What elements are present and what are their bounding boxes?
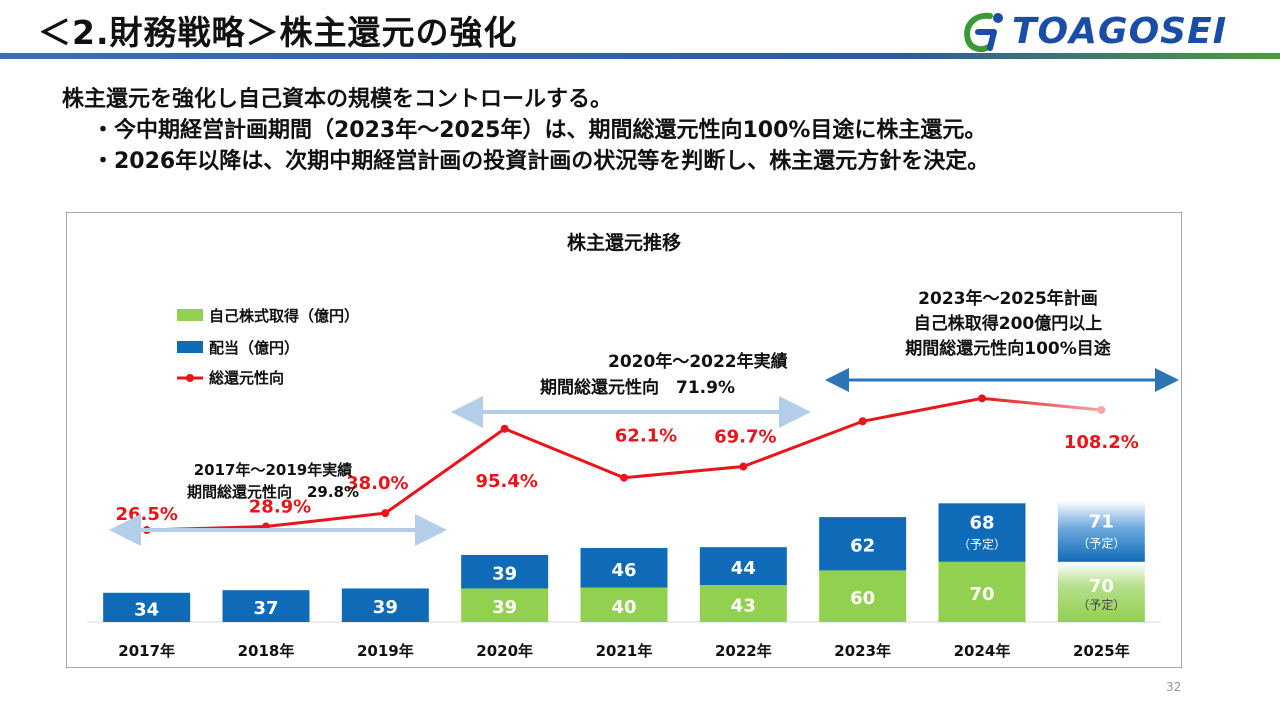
x-tick-label: 2023年	[834, 642, 891, 660]
data-label-ratio: 62.1%	[615, 426, 677, 447]
ratio-point	[500, 424, 509, 433]
title-rule	[0, 53, 1280, 59]
data-label-buyback: 39	[492, 597, 517, 618]
company-logo: TOAGOSEI	[960, 8, 1270, 54]
data-label-buyback: 60	[850, 588, 875, 609]
data-label-ratio: 26.5%	[115, 504, 177, 525]
data-label-dividend: 46	[611, 560, 636, 581]
bullet-line-1: 株主還元を強化し自己資本の規模をコントロールする。	[62, 87, 613, 112]
bar-buyback	[580, 587, 668, 622]
page-title: ＜2.財務戦略＞株主還元の強化	[38, 13, 518, 52]
data-label-ratio: 108.2%	[1064, 432, 1139, 453]
bar-dividend	[580, 548, 668, 588]
ratio-point	[978, 394, 986, 403]
ratio-line-forecast	[981, 396, 1102, 412]
bullet-line-3: ・2026年以降は、次期中期経営計画の投資計画の状況等を判断し、株主還元方針を決…	[92, 149, 990, 174]
period-label-2023-2025: 期間総還元性向100%目途	[905, 338, 1112, 359]
data-label-buyback: 40	[611, 597, 636, 618]
bar-buyback	[699, 585, 787, 622]
forecast-note-buyback: （予定）	[1077, 597, 1125, 612]
bar-dividend	[341, 588, 429, 622]
legend-swatch-buyback	[177, 309, 203, 321]
x-tick-label: 2021年	[596, 642, 653, 660]
x-tick-label: 2019年	[357, 642, 414, 660]
period-label-2017-2019: 期間総還元性向 29.8%	[187, 483, 359, 501]
data-label-ratio: 95.4%	[475, 471, 537, 492]
data-label-ratio: 69.7%	[714, 427, 776, 448]
data-label-buyback: 70	[1089, 576, 1114, 597]
data-label-dividend: 39	[492, 564, 517, 585]
forecast-note-dividend: （予定）	[1077, 535, 1125, 550]
x-tick-label: 2018年	[238, 642, 295, 660]
period-label-2023-2025: 2023年～2025年計画	[918, 288, 1098, 309]
bar-dividend	[699, 547, 787, 586]
x-tick-label: 2017年	[118, 642, 175, 660]
ratio-point	[858, 417, 867, 426]
forecast-note-dividend: （予定）	[958, 537, 1006, 552]
bar-buyback	[461, 588, 549, 622]
ratio-point	[381, 509, 390, 518]
ratio-point	[739, 462, 748, 471]
data-label-ratio: 116.1%	[945, 422, 1020, 443]
summary-bullets: 株主還元を強化し自己資本の規模をコントロールする。 ・今中期経営計画期間（202…	[62, 84, 989, 177]
data-label-ratio: 28.9%	[249, 497, 311, 518]
chart-title: 株主還元推移	[567, 231, 681, 254]
legend-marker-ratio	[186, 374, 194, 382]
bullet-line-2: ・今中期経営計画期間（2023年～2025年）は、期間総還元性向100%目途に株…	[92, 118, 987, 143]
bar-dividend	[103, 592, 191, 622]
period-label-2023-2025: 自己株取得200億円以上	[914, 313, 1103, 334]
legend-label-dividend: 配当（億円）	[209, 339, 299, 357]
period-label-2017-2019: 2017年～2019年実績	[194, 461, 353, 479]
legend-label-buyback: 自己株式取得（億円）	[209, 307, 359, 325]
page-number: 32	[1166, 680, 1182, 694]
logo-mark-icon	[964, 12, 1003, 53]
data-label-buyback: 70	[969, 584, 994, 605]
data-label-dividend: 34	[134, 599, 159, 620]
data-label-dividend: 68	[969, 513, 994, 534]
data-label-dividend: 37	[253, 598, 278, 619]
period-label-2020-2022: 2020年～2022年実績	[608, 351, 788, 372]
ratio-point	[620, 473, 628, 482]
bar-dividend	[819, 517, 907, 571]
data-label-dividend: 62	[850, 536, 875, 557]
data-label-dividend: 39	[373, 597, 398, 618]
data-label-ratio: 38.0%	[346, 473, 408, 494]
bar-dividend	[938, 503, 1026, 562]
bar-dividend	[461, 554, 549, 589]
legend-swatch-dividend	[177, 341, 203, 353]
data-label-dividend: 71	[1089, 511, 1114, 532]
x-tick-label: 2020年	[476, 642, 533, 660]
bar-dividend	[222, 590, 310, 622]
logo-text: TOAGOSEI	[1012, 10, 1228, 52]
bar-dividend	[1057, 500, 1145, 562]
period-label-2020-2022: 期間総還元性向 71.9%	[540, 377, 735, 398]
shareholder-return-chart: 株主還元推移 2017年 34 2018年 37 2019年 39 2020年 39 39 2021…	[87, 231, 1179, 660]
x-tick-label: 2025年	[1073, 642, 1130, 660]
legend-label-ratio: 総還元性向	[209, 369, 284, 387]
bar-buyback	[938, 561, 1026, 622]
chart-container: 株主還元推移 2017年 34 2018年 37 2019年 39 2020年 39 39 2021…	[66, 212, 1182, 668]
x-tick-label: 2022年	[715, 642, 772, 660]
x-tick-label: 2024年	[954, 642, 1011, 660]
ratio-point	[1097, 405, 1106, 414]
bar-buyback	[819, 570, 907, 622]
bar-buyback	[1057, 561, 1145, 622]
data-label-ratio: 100.5%	[825, 433, 900, 454]
data-label-dividend: 44	[731, 558, 756, 579]
data-label-buyback: 43	[731, 596, 756, 617]
